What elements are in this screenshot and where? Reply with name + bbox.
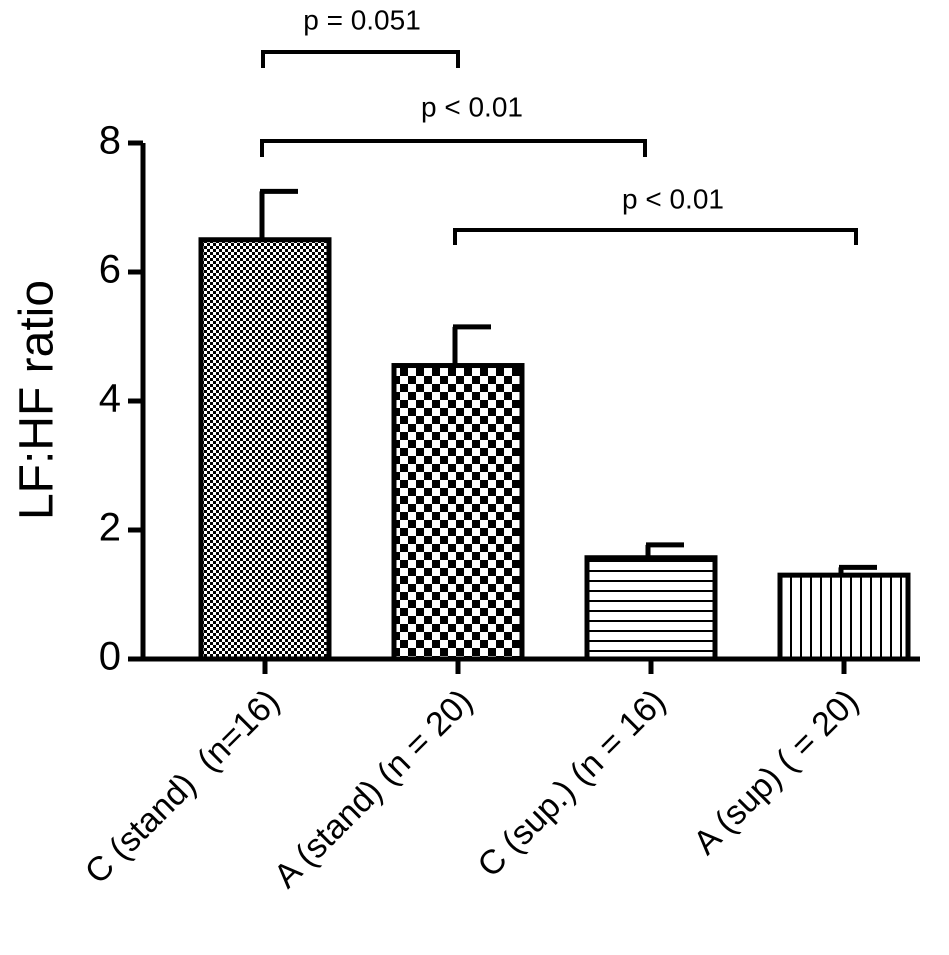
error-bar — [452, 324, 491, 366]
bar — [777, 572, 911, 662]
brackets — [260, 50, 858, 245]
annotation: p < 0.01 — [421, 91, 523, 122]
bar — [198, 237, 332, 662]
bar — [391, 363, 525, 662]
bracket — [260, 139, 647, 157]
bracket — [453, 228, 858, 245]
error-bar — [259, 188, 298, 240]
bar — [584, 555, 718, 662]
bracket — [261, 50, 460, 68]
x-tick-label: A (sup) ( = 20) — [686, 682, 866, 862]
y-tick-label: 6 — [99, 248, 121, 292]
y-tick-label: 2 — [99, 506, 121, 550]
x-tick-label: A (stand) (n = 20) — [267, 682, 480, 895]
x-tick-label: C (stand) (n=16) — [78, 682, 287, 891]
x-tick-label: C (sup.) (n = 16) — [470, 682, 673, 885]
y-tick-label: 4 — [99, 377, 121, 421]
y-tick-label: 0 — [99, 635, 121, 679]
y-axis-label: LF:HF ratio — [11, 280, 64, 520]
annotation: p < 0.01 — [622, 183, 724, 214]
y-tick-label: 8 — [99, 119, 121, 163]
annotation: p = 0.051 — [303, 4, 421, 35]
